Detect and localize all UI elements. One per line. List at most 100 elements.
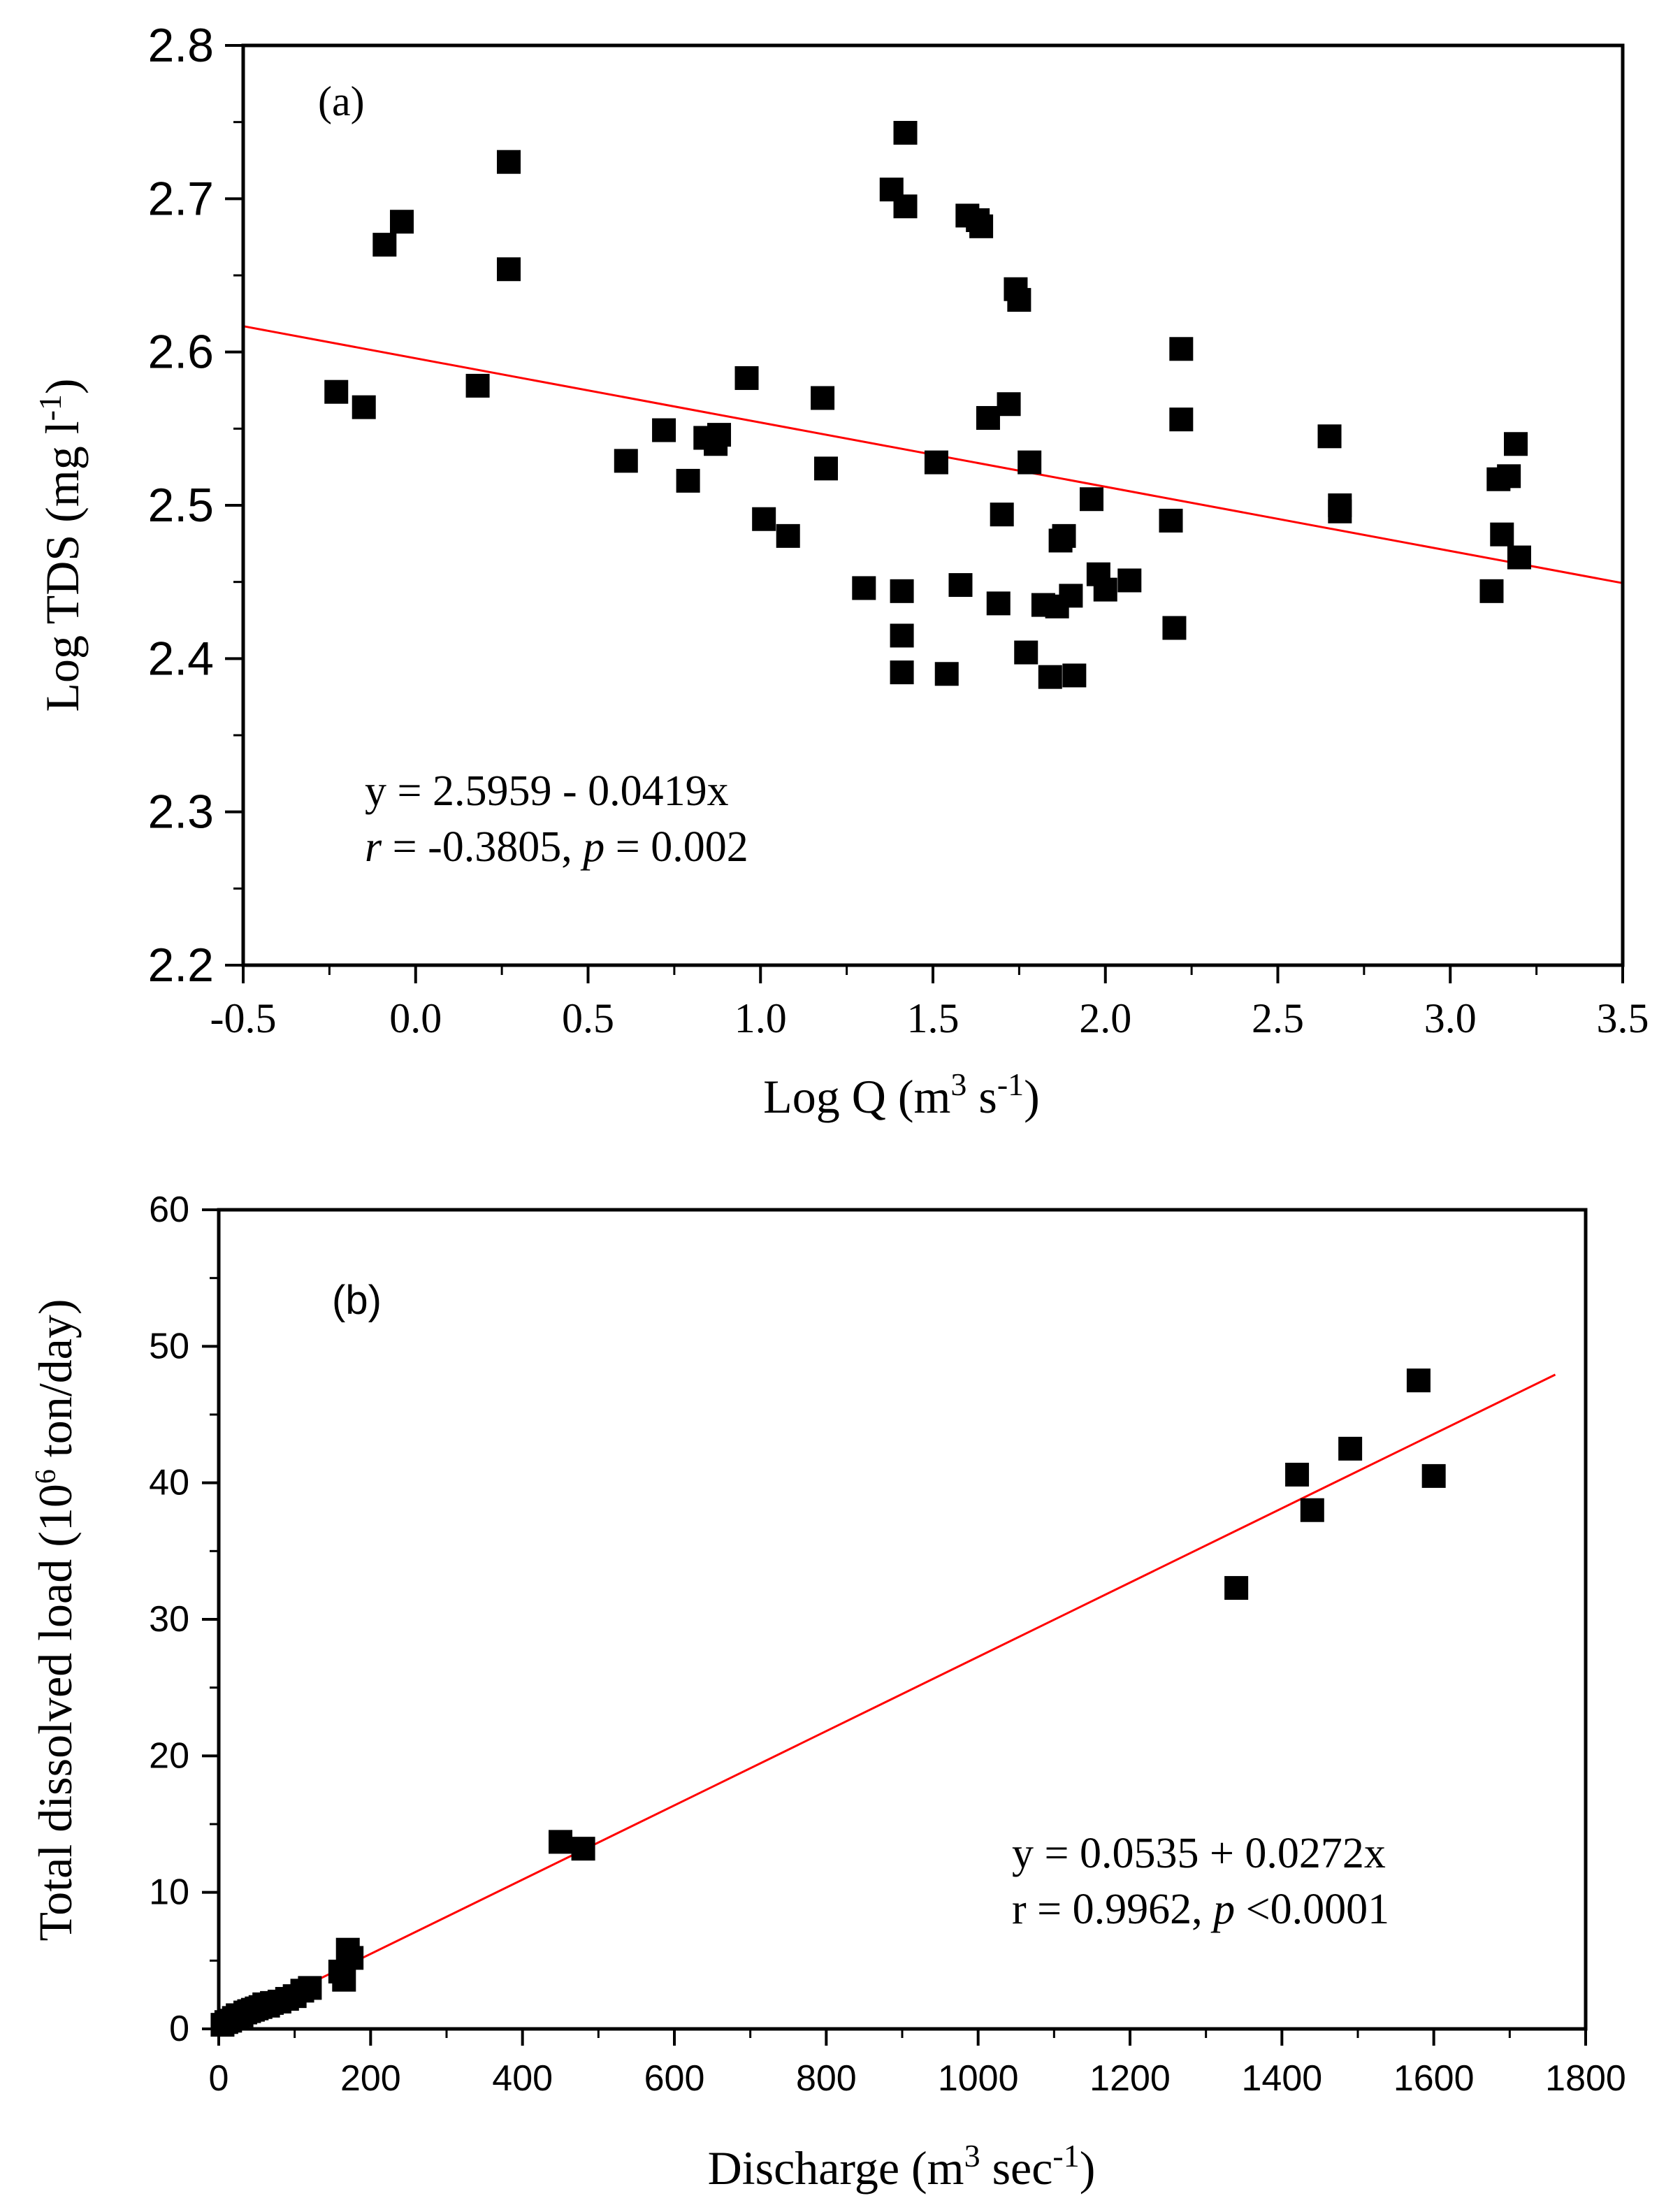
b-data-point xyxy=(340,1946,364,1970)
a-y-axis-title: Log TDS (mg l-1) xyxy=(32,378,89,711)
b-x-tick-label: 1000 xyxy=(938,2058,1019,2099)
a-data-point xyxy=(1007,288,1031,312)
a-data-point xyxy=(893,194,918,219)
a-x-tick-label: 3.0 xyxy=(1424,995,1477,1041)
b-x-tick-label: 0 xyxy=(209,2058,229,2099)
b-stats-r: r xyxy=(1012,1886,1027,1933)
a-data-point xyxy=(924,450,948,475)
b-stats-p-value: <0.0001 xyxy=(1235,1886,1389,1933)
a-data-point xyxy=(997,392,1021,417)
a-stats-p-value: = 0.002 xyxy=(604,823,748,871)
a-data-point xyxy=(496,257,521,282)
a-ylabel-sup: -1 xyxy=(32,394,68,421)
b-xlabel-main: Discharge (m xyxy=(708,2141,964,2195)
a-x-tick-label: 2.5 xyxy=(1252,995,1304,1041)
b-x-tick-label: 1400 xyxy=(1241,2058,1322,2099)
a-equation: y = 2.5959 - 0.0419x xyxy=(365,767,729,815)
a-data-point xyxy=(1018,450,1042,475)
a-data-point xyxy=(390,210,414,234)
a-data-point xyxy=(890,660,914,685)
a-stats: r = -0.3805, p = 0.002 xyxy=(365,823,748,871)
a-plot-frame xyxy=(241,43,1625,967)
a-data-point xyxy=(969,214,994,238)
a-xlabel-end: ) xyxy=(1024,1070,1040,1123)
a-data-point xyxy=(372,233,397,257)
a-x-tick-label: -0.5 xyxy=(210,995,277,1041)
a-data-point xyxy=(1507,545,1531,570)
b-ylabel-main: Total dissolved load (10 xyxy=(29,1484,82,1941)
a-data-point xyxy=(1117,568,1142,593)
b-ylabel-end: ton/day) xyxy=(29,1299,82,1470)
a-data-point xyxy=(1317,424,1342,449)
a-data-point xyxy=(1038,665,1062,689)
a-y-tick-label: 2.7 xyxy=(147,172,214,225)
a-data-point xyxy=(814,456,839,481)
a-data-point xyxy=(1479,579,1504,603)
b-x-tick-label: 1200 xyxy=(1089,2058,1171,2099)
b-panel-label: (b) xyxy=(332,1278,382,1323)
a-x-tick-label: 0.0 xyxy=(389,995,442,1041)
a-data-point xyxy=(496,150,521,174)
a-data-point xyxy=(976,405,1000,430)
a-data-point xyxy=(324,379,349,404)
a-x-tick-label: 2.0 xyxy=(1079,995,1131,1041)
a-y-tick-label: 2.5 xyxy=(147,479,214,532)
a-data-point xyxy=(890,623,914,648)
a-xlabel-sup: 3 xyxy=(950,1067,966,1102)
b-y-tick-label: 30 xyxy=(149,1599,189,1640)
b-data-points xyxy=(210,1368,1446,2037)
a-data-point xyxy=(1169,407,1194,432)
b-x-tick-label: 800 xyxy=(796,2058,857,2099)
b-y-tick-label: 20 xyxy=(149,1735,189,1776)
a-y-tick-label: 2.3 xyxy=(147,786,214,839)
a-data-point xyxy=(1093,577,1117,602)
a-data-point xyxy=(1080,487,1104,512)
b-data-point xyxy=(1300,1498,1324,1522)
a-data-point xyxy=(614,449,638,473)
b-data-point xyxy=(1406,1368,1431,1393)
a-data-point xyxy=(652,418,676,442)
b-data-point xyxy=(1338,1436,1363,1461)
b-stats-p: p xyxy=(1210,1886,1235,1933)
a-data-point xyxy=(1169,337,1194,361)
b-stats: r = 0.9962, p <0.0001 xyxy=(1012,1886,1389,1933)
b-x-tick-label: 1600 xyxy=(1393,2058,1475,2099)
a-xlabel-main: Log Q (m xyxy=(763,1070,950,1123)
a-data-point xyxy=(893,121,918,145)
a-data-point xyxy=(1504,432,1528,456)
a-y-tick-label: 2.8 xyxy=(147,19,214,72)
a-data-point xyxy=(1162,616,1187,640)
a-xlabel-mid: s xyxy=(966,1070,997,1123)
a-data-point xyxy=(676,468,700,493)
a-data-point xyxy=(734,366,759,390)
b-x-tick-label: 200 xyxy=(340,2058,401,2099)
chart-panel-b: 0 200 400 600 800 1000 1200 1400 1600 1800 0 10 20 30… xyxy=(29,1190,1626,2195)
b-data-point xyxy=(1285,1462,1310,1487)
b-xlabel-sup2: -1 xyxy=(1052,2138,1079,2174)
b-axis-ticks: 0 200 400 600 800 1000 1200 1400 1600 1800 0 10 20 30… xyxy=(149,1190,1626,2099)
a-data-point xyxy=(1014,640,1038,665)
a-data-point xyxy=(352,395,376,419)
a-data-point xyxy=(707,423,732,447)
a-x-tick-label: 1.5 xyxy=(907,995,960,1041)
a-xlabel-sup2: -1 xyxy=(997,1067,1024,1102)
a-data-point xyxy=(1490,522,1514,547)
a-data-point xyxy=(811,386,835,410)
a-stats-r-value: = -0.3805, xyxy=(382,823,583,871)
b-x-axis-title: Discharge (m3 sec-1) xyxy=(708,2138,1096,2195)
b-xlabel-mid: sec xyxy=(980,2141,1053,2195)
b-y-tick-label: 60 xyxy=(149,1190,189,1230)
b-data-point xyxy=(1224,1576,1249,1600)
a-data-point xyxy=(776,523,800,548)
a-x-tick-label: 3.5 xyxy=(1597,995,1649,1041)
a-data-point xyxy=(1059,584,1083,608)
a-data-point xyxy=(986,591,1011,616)
b-stats-r-value: = 0.9962, xyxy=(1027,1886,1213,1933)
a-stats-p: p xyxy=(580,823,604,871)
b-equation: y = 0.0535 + 0.0272x xyxy=(1012,1830,1386,1877)
a-y-tick-label: 2.4 xyxy=(147,632,214,685)
a-x-axis-title: Log Q (m3 s-1) xyxy=(763,1067,1040,1124)
b-ylabel-sup: 6 xyxy=(30,1469,62,1484)
a-ylabel-end: ) xyxy=(36,378,89,394)
